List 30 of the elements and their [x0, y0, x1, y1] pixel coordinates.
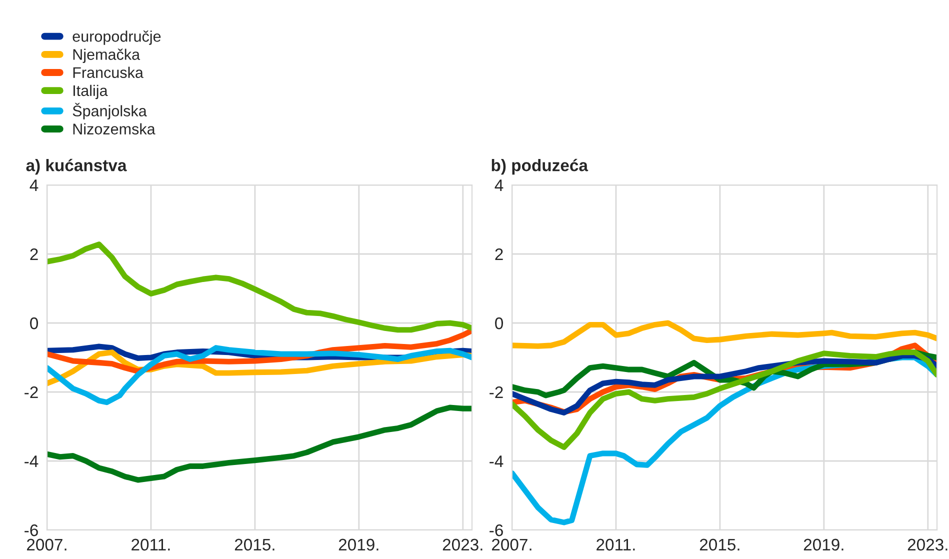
x-tick-label: 2023.: [908, 538, 948, 551]
x-tick-label: 2015.: [234, 538, 274, 551]
y-tick-label: -6: [490, 524, 503, 536]
legend-label: Njemačka: [73, 48, 140, 63]
y-tick-label: -4: [490, 456, 504, 468]
chart-title: a) kućanstva: [26, 158, 127, 175]
chart-title: b) poduzeća: [492, 158, 588, 175]
y-tick-label: 2: [30, 248, 38, 260]
y-tick-label: 0: [495, 317, 504, 330]
y-tick-label: -2: [24, 386, 38, 398]
x-tick-label: 2015.: [700, 538, 740, 551]
legend-label: Španjolska: [72, 102, 147, 120]
x-tick-label: 2011.: [596, 538, 635, 551]
x-tick-label: 2007.: [492, 538, 532, 551]
y-tick-label: 0: [30, 317, 38, 330]
x-tick-label: 2019.: [338, 538, 378, 551]
y-tick-label: -2: [490, 386, 503, 398]
y-tick-label: -6: [24, 524, 38, 536]
y-tick-label: 4: [30, 180, 38, 192]
y-tick-label: 2: [495, 248, 503, 260]
y-tick-label: -4: [24, 456, 38, 468]
legend-label: europodručje: [72, 30, 161, 45]
legend-label: Italija: [74, 84, 108, 100]
y-tick-label: 4: [494, 180, 504, 192]
x-tick-label: 2007.: [26, 538, 66, 551]
x-tick-label: 2019.: [804, 538, 844, 551]
x-tick-label: 2023.: [442, 538, 482, 551]
x-tick-label: 2011.: [132, 538, 170, 551]
legend-label: Francuska: [73, 66, 144, 78]
legend-label: Nizozemska: [73, 123, 156, 134]
